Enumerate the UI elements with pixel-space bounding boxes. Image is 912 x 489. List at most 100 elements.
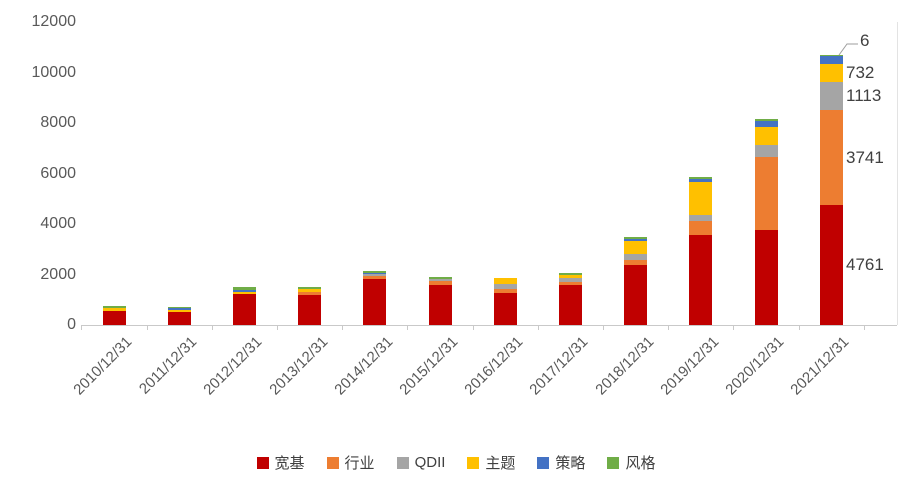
bar-segment-行业 (624, 259, 648, 266)
x-axis-tick-mark (798, 325, 800, 330)
y-axis-tick-label: 12000 (31, 13, 77, 30)
x-axis-tick-mark (603, 325, 604, 330)
bar-segment-风格 (363, 271, 387, 273)
y-axis-tick-label: 0 (67, 316, 76, 333)
legend-item-宽基: 宽基 (256, 452, 305, 473)
x-axis-category-label: 2011/12/31 (136, 333, 201, 398)
bar-2016 (493, 278, 517, 325)
bar-2019 (689, 176, 713, 325)
bar-segment-行业 (754, 157, 778, 231)
x-axis-category-label: 2010/12/31 (70, 333, 136, 399)
bar-segment-主题 (167, 309, 191, 312)
bar-segment-风格 (232, 287, 256, 291)
bar-2021 (819, 54, 843, 325)
bar-2013 (298, 287, 322, 325)
bar-segment-QDII (493, 283, 517, 289)
legend-swatch-icon (396, 456, 409, 469)
bar-segment-主题 (624, 240, 648, 254)
bar-segment-宽基 (819, 204, 843, 325)
legend-label: QDII (414, 454, 446, 471)
bar-segment-主题 (298, 288, 322, 292)
bar-segment-主题 (819, 63, 843, 83)
bar-segment-主题 (689, 182, 713, 215)
x-axis-tick-mark (342, 325, 344, 330)
legend-label: 风格 (625, 455, 656, 472)
bar-segment-风格 (167, 306, 191, 309)
bar-segment-宽基 (232, 293, 256, 325)
bar-segment-行业 (428, 280, 452, 285)
bar-segment-QDII (819, 82, 843, 111)
bar-segment-QDII (624, 253, 648, 260)
legend-swatch-icon (467, 456, 480, 469)
bar-segment-宽基 (689, 234, 713, 325)
bar-segment-行业 (819, 110, 843, 205)
x-axis-category-label: 2016/12/31 (461, 333, 527, 399)
legend-label: 策略 (555, 455, 586, 472)
bar-segment-主题 (558, 275, 582, 279)
bar-segment-宽基 (624, 265, 648, 325)
bar-segment-风格 (689, 176, 713, 179)
bar-segment-宽基 (558, 284, 582, 325)
bar-2018 (624, 236, 648, 325)
bar-segment-QDII (689, 214, 713, 221)
plot-right-border (897, 22, 898, 325)
x-axis-category-label: 2014/12/31 (331, 333, 397, 399)
bar-segment-宽基 (754, 230, 778, 325)
y-axis-tick-label: 6000 (40, 164, 76, 182)
y-axis-tick-label: 2000 (40, 265, 76, 283)
bar-2020 (754, 119, 778, 325)
bar-segment-风格 (754, 119, 778, 122)
bar-segment-QDII (363, 274, 387, 277)
bar-segment-策略 (819, 56, 843, 64)
bar-segment-风格 (624, 236, 648, 239)
bar-segment-风格 (298, 287, 322, 289)
legend-label: 主题 (485, 455, 516, 472)
bar-segment-宽基 (102, 311, 126, 325)
bar-segment-行业 (298, 291, 322, 295)
x-axis-category-label: 2017/12/31 (526, 333, 592, 399)
data-label-主题: 732 (846, 62, 875, 82)
bar-segment-主题 (232, 291, 256, 294)
bar-segment-风格 (428, 277, 452, 280)
legend-swatch-icon (326, 456, 339, 469)
bar-segment-风格 (102, 306, 126, 308)
legend-label: 行业 (344, 455, 375, 472)
x-axis-category-label: 2019/12/31 (657, 333, 723, 399)
x-axis-category-label: 2013/12/31 (265, 333, 331, 399)
legend-swatch-icon (256, 456, 269, 469)
y-axis-tick-label: 4000 (40, 215, 76, 232)
x-axis-category-label: 2015/12/31 (396, 333, 462, 399)
legend-swatch-icon (607, 456, 620, 469)
bar-segment-策略 (754, 121, 778, 128)
bar-segment-宽基 (167, 311, 191, 325)
bar-segment-宽基 (298, 294, 322, 325)
x-axis-tick-mark (733, 325, 735, 330)
x-axis-tick-mark (277, 325, 278, 330)
bar-segment-行业 (558, 281, 582, 285)
data-label-风格: 6 (860, 31, 870, 50)
bar-segment-行业 (363, 276, 387, 280)
x-axis-tick-mark (668, 325, 670, 330)
bar-segment-策略 (363, 272, 387, 275)
chart-legend: 宽基 行业 QDII 主题 策略 风格 (0, 452, 912, 473)
bar-segment-策略 (167, 308, 191, 310)
x-axis-tick-mark (211, 325, 213, 330)
data-label-宽基: 4761 (846, 254, 884, 274)
legend-item-行业: 行业 (326, 452, 375, 473)
bar-segment-宽基 (363, 279, 387, 325)
bar-segment-行业 (493, 288, 517, 293)
bar-segment-宽基 (493, 292, 517, 325)
bar-segment-主题 (102, 307, 126, 311)
bar-segment-风格 (819, 54, 843, 57)
x-axis-tick-mark (81, 325, 83, 330)
y-axis-tick-label: 10000 (31, 63, 77, 81)
legend-label: 宽基 (274, 455, 305, 472)
bar-segment-QDII (754, 145, 778, 158)
bar-2011 (167, 306, 191, 325)
bar-segment-策略 (232, 290, 256, 292)
legend-item-风格: 风格 (607, 452, 655, 473)
bar-segment-策略 (689, 178, 713, 182)
data-label-QDII: 1113 (846, 86, 882, 106)
bar-2014 (363, 271, 387, 325)
